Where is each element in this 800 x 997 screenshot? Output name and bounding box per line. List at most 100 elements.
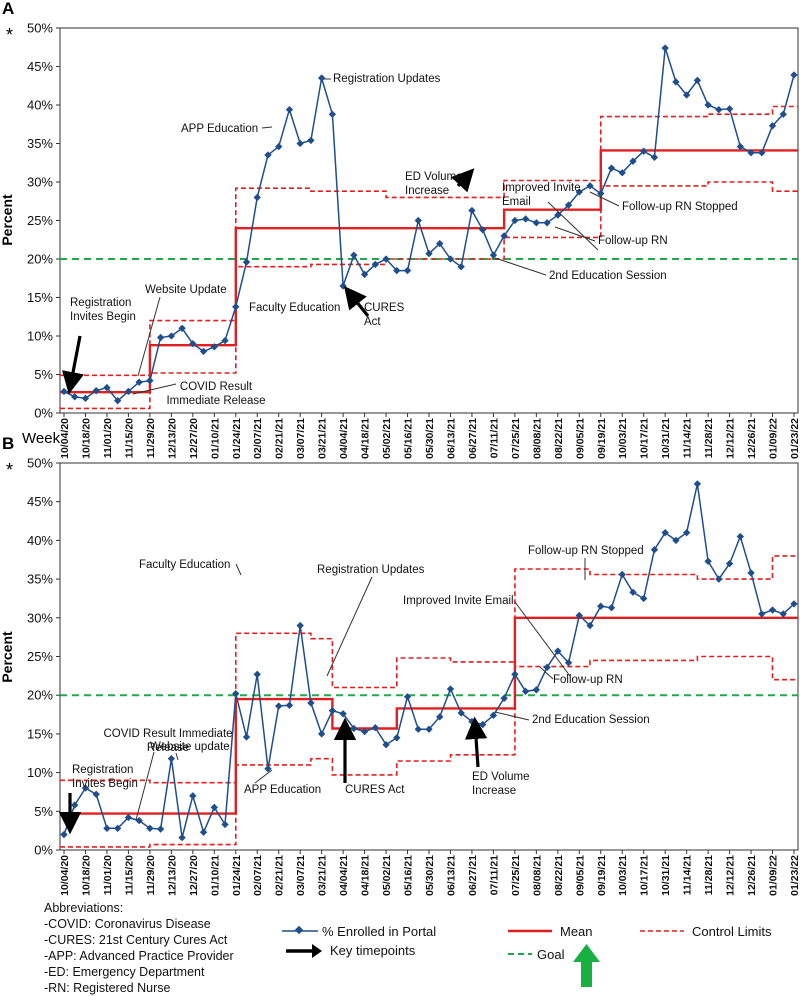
annotation: 2nd Education Session xyxy=(494,257,667,282)
annotation-leader xyxy=(539,666,554,680)
key-timepoint-arrow xyxy=(450,168,475,193)
annotation: Improved Invite Email xyxy=(502,182,599,251)
x-tick-label: 09/05/21 xyxy=(574,855,586,896)
data-point xyxy=(296,139,304,148)
mean-line xyxy=(60,149,798,394)
annotation-leader xyxy=(132,383,177,395)
annotation: CURES Act xyxy=(333,717,405,796)
annotation: Registration Updates xyxy=(324,73,441,85)
data-point xyxy=(704,557,712,565)
annotation-label: Registration Invites Begin xyxy=(72,764,138,790)
y-tick-label: 30% xyxy=(27,610,53,625)
data-point xyxy=(156,333,165,342)
annotation-label: COVID Result Immediate Release xyxy=(103,728,232,754)
y-tick-label: 5% xyxy=(34,367,53,382)
annotation: CURES Act xyxy=(344,286,405,328)
data-point xyxy=(350,251,358,259)
data-point xyxy=(521,687,530,696)
data-point xyxy=(436,239,444,248)
asterisk-mark: * xyxy=(6,460,13,480)
abbreviation-item: -RN: Registered Nurse xyxy=(44,981,170,995)
y-tick-label: 45% xyxy=(27,59,53,74)
abbreviation-item: -APP: Advanced Practice Provider xyxy=(44,949,234,963)
data-point xyxy=(758,610,766,618)
y-tick-label: 0% xyxy=(34,406,53,421)
y-tick-label: 20% xyxy=(27,688,53,703)
data-point xyxy=(597,189,605,198)
data-point xyxy=(199,347,208,356)
data-point xyxy=(650,546,659,554)
data-point xyxy=(790,71,798,79)
diamond-marker-icon xyxy=(294,925,304,935)
y-tick-label: 50% xyxy=(27,21,53,36)
legend-item-key-timepoints: Key timepoints xyxy=(286,943,416,958)
green-up-arrow-icon xyxy=(573,944,600,987)
x-tick-label: 12/27/20 xyxy=(188,855,200,896)
x-tick-label: 01/09/22 xyxy=(768,418,780,459)
x-tick-label: 11/14/21 xyxy=(682,855,694,895)
x-tick-label: 06/27/21 xyxy=(467,855,479,896)
data-point xyxy=(768,122,777,130)
data-point xyxy=(81,784,90,792)
legend-label-goal: Goal xyxy=(537,947,565,962)
plot-frame xyxy=(59,462,799,851)
data-point xyxy=(725,559,734,568)
data-point xyxy=(382,255,390,263)
y-tick-label: 30% xyxy=(27,175,53,190)
data-point xyxy=(629,588,637,596)
data-point xyxy=(586,621,594,630)
annotation-leader xyxy=(235,563,242,576)
data-point xyxy=(554,647,562,655)
data-point xyxy=(511,216,519,225)
x-tick-label: 06/13/21 xyxy=(445,855,457,896)
data-point xyxy=(167,332,176,340)
y-tick-label: 0% xyxy=(34,843,53,858)
x-tick-label: 09/05/21 xyxy=(574,418,586,459)
data-point xyxy=(543,663,551,672)
data-point xyxy=(790,600,798,608)
annotation-label: ED Volume Increase xyxy=(405,171,463,197)
x-tick-label: 11/29/20 xyxy=(145,418,157,458)
x-tick-label: 06/27/21 xyxy=(467,418,479,459)
annotation: Follow-up RN xyxy=(539,666,623,686)
y-tick-label: 25% xyxy=(27,649,53,664)
x-tick-label: 04/18/21 xyxy=(360,855,372,896)
data-point xyxy=(403,693,412,701)
data-point xyxy=(414,725,422,733)
y-tick-label: 25% xyxy=(27,213,53,228)
mean-line xyxy=(60,616,798,815)
data-point xyxy=(446,255,455,263)
annotation-leader xyxy=(547,201,599,251)
x-tick-label: 10/31/21 xyxy=(660,855,672,896)
x-tick-label: 10/04/20 xyxy=(59,855,71,896)
x-tick-label: 05/30/21 xyxy=(424,855,436,896)
data-point xyxy=(371,724,380,732)
data-point xyxy=(189,340,197,348)
annotation: Faculty Education xyxy=(139,559,242,576)
x-tick-label: 05/16/21 xyxy=(403,418,415,459)
data-point xyxy=(167,754,176,763)
y-tick-label: 20% xyxy=(27,252,53,267)
annotation-leader xyxy=(514,601,571,677)
key-timepoint-arrow xyxy=(344,286,370,317)
x-tick-label: 08/22/21 xyxy=(553,418,565,459)
data-point xyxy=(307,136,315,145)
data-point xyxy=(210,803,218,812)
data-point xyxy=(758,149,766,157)
panel-label: B xyxy=(2,434,14,453)
data-point xyxy=(393,266,401,275)
legend-label-mean: Mean xyxy=(560,924,593,939)
annotation-label: Website Update xyxy=(145,284,227,296)
annotation-leader xyxy=(494,711,530,721)
annotation-label: Registration Updates xyxy=(333,73,441,85)
x-tick-label: 12/27/20 xyxy=(188,418,200,459)
annotation-leader xyxy=(494,257,547,276)
x-tick-label: 12/12/21 xyxy=(725,418,737,459)
data-point xyxy=(736,142,745,151)
annotation-label: Follow-up RN xyxy=(598,235,668,247)
data-point xyxy=(586,182,594,190)
data-point xyxy=(521,215,530,223)
data-point xyxy=(715,105,723,114)
annotation-label: APP Education xyxy=(181,123,258,135)
